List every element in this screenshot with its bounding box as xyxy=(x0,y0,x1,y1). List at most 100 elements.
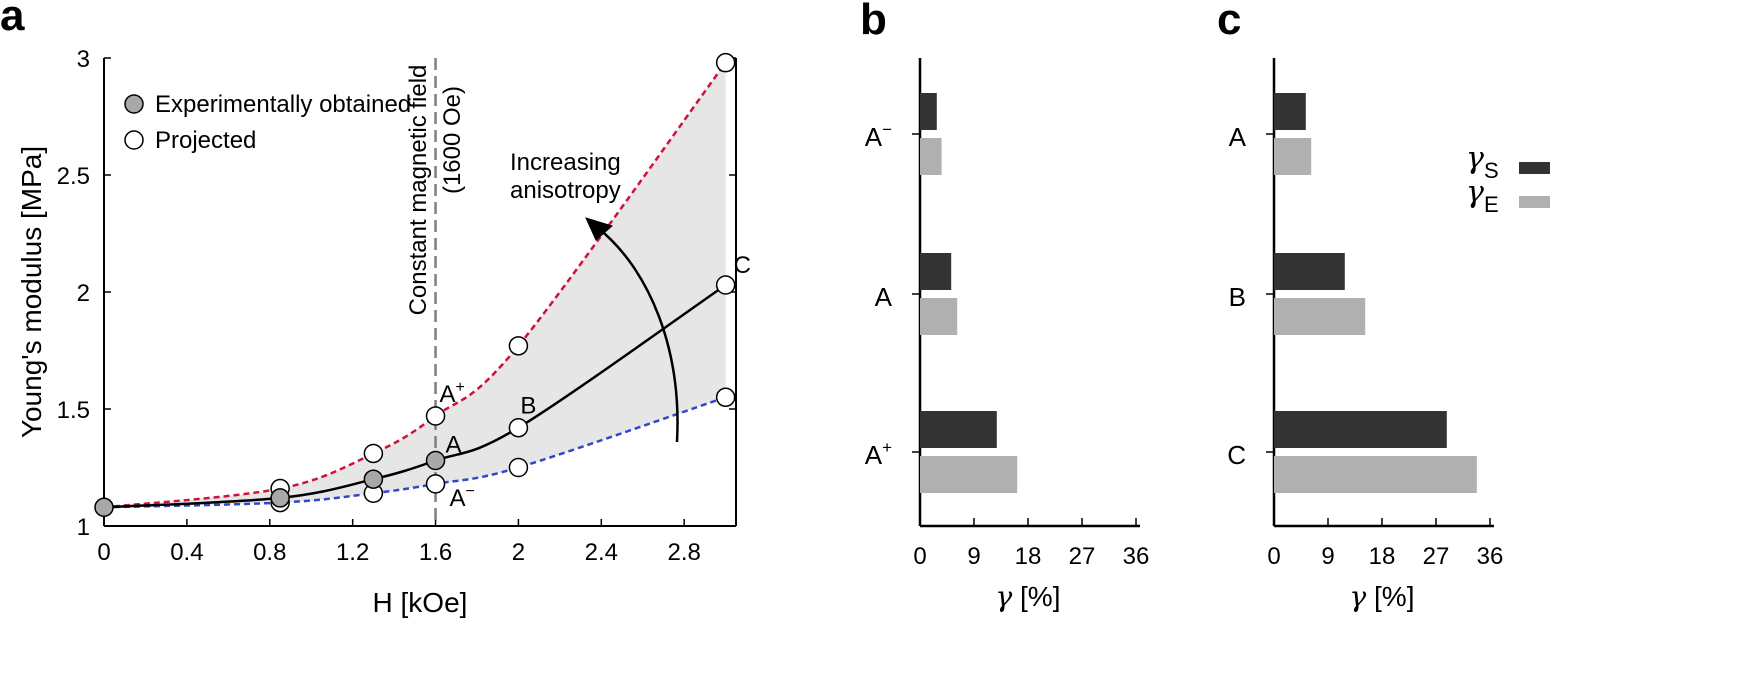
panel-b-bar-chart: 0 9 18 27 36A−AA+γ [%] xyxy=(865,58,1150,613)
x-tick-label: 18 xyxy=(1015,543,1042,570)
category-label: A+ xyxy=(865,438,892,470)
projected-point xyxy=(508,336,529,356)
middle-curve xyxy=(103,283,727,509)
point-annotation: C xyxy=(734,252,751,279)
category-superscript: + xyxy=(882,438,892,457)
x-axis-symbol: γ xyxy=(1350,580,1367,613)
x-tick-label: 1.6 xyxy=(419,539,452,566)
x-tick-label: 9 xyxy=(1321,543,1334,570)
category-letter: C xyxy=(1227,440,1246,470)
x-axis-unit: [%] xyxy=(1012,581,1060,612)
category-superscript: − xyxy=(882,120,892,139)
bar-gamma-s xyxy=(1274,411,1447,448)
projected-point xyxy=(715,52,736,73)
legend-swatch xyxy=(1519,196,1550,208)
point-annotation: B xyxy=(520,393,536,420)
bar-gamma-s xyxy=(1274,93,1306,130)
legend-projected-marker xyxy=(124,130,144,150)
x-axis-unit: [%] xyxy=(1366,581,1414,612)
bar-gamma-e xyxy=(1274,298,1366,335)
legend-experimental-label: Experimentally obtained xyxy=(155,91,411,118)
category-letter: A xyxy=(865,122,883,152)
category-label: B xyxy=(1229,282,1246,312)
projected-point xyxy=(508,417,529,438)
x-tick-label: 0 xyxy=(913,543,926,570)
x-axis-title: H [kOe] xyxy=(373,587,468,618)
x-tick-label: 2.4 xyxy=(585,539,618,566)
category-letter: A xyxy=(875,282,893,312)
legend-projected-label: Projected xyxy=(155,127,256,154)
field-line-label: Constant magnetic field xyxy=(405,65,432,316)
projected-point xyxy=(425,474,446,494)
y-tick-label: 1.5 xyxy=(57,397,90,424)
legend-symbol: γ xyxy=(1466,175,1484,210)
bar-gamma-s xyxy=(920,253,952,290)
point-annotation: A+ xyxy=(440,379,465,408)
experimental-point xyxy=(363,469,384,489)
panel-letter-a: a xyxy=(0,0,25,40)
x-axis-symbol: γ xyxy=(996,580,1013,613)
category-letter: A xyxy=(865,440,883,470)
bar-gamma-e xyxy=(920,298,958,335)
panel-letter-c: c xyxy=(1217,0,1241,44)
anisotropy-arrow-shaft xyxy=(597,227,679,443)
x-axis-title: γ [%] xyxy=(1350,580,1415,613)
y-axis-title: Young's modulus [MPa] xyxy=(16,146,47,438)
projected-point xyxy=(508,457,529,478)
category-label: A xyxy=(1229,122,1247,152)
panel-a-line-chart: 0 0.4 0.8 1.2 1.6 2 2.4 2.8 1 1.5 2 2.5 3 H [kOe] Youn… xyxy=(16,46,751,618)
x-axis-title: γ [%] xyxy=(996,580,1061,613)
bar-gamma-e xyxy=(920,456,1018,493)
anisotropy-arrowhead xyxy=(585,217,614,241)
bar-gamma-s xyxy=(1274,253,1345,290)
lower-bound-curve xyxy=(103,396,727,509)
category-label: A− xyxy=(865,120,892,152)
projected-point xyxy=(363,443,384,464)
y-tick-label: 2.5 xyxy=(57,163,90,190)
point-annotation: A− xyxy=(450,483,475,512)
x-tick-label: 0 xyxy=(97,539,110,566)
category-letter: B xyxy=(1229,282,1246,312)
y-tick-label: 3 xyxy=(77,46,90,73)
legend-experimental-marker xyxy=(124,94,144,114)
legend-subscript: S xyxy=(1484,158,1499,183)
annotation-letter: A xyxy=(446,431,462,458)
legend-subscript: E xyxy=(1484,192,1499,217)
bar-gamma-e xyxy=(1274,138,1312,175)
legend-label: γS xyxy=(1466,141,1499,183)
panel-letter-b: b xyxy=(860,0,887,44)
x-tick-label: 27 xyxy=(1069,543,1096,570)
x-tick-label: 2 xyxy=(512,539,525,566)
x-tick-label: 1.2 xyxy=(336,539,369,566)
bar-gamma-e xyxy=(920,138,942,175)
legend-swatch xyxy=(1519,162,1550,174)
experimental-point xyxy=(94,497,114,518)
x-tick-label: 36 xyxy=(1123,543,1150,570)
experimental-point xyxy=(425,450,446,471)
field-line-sublabel: (1600 Oe) xyxy=(439,86,466,194)
x-tick-label: 36 xyxy=(1477,543,1504,570)
y-tick-label: 1 xyxy=(77,514,90,541)
arrow-label: Increasing xyxy=(510,149,621,176)
annotation-superscript: + xyxy=(456,379,465,396)
y-tick-label: 2 xyxy=(77,280,90,307)
projected-point xyxy=(715,275,736,295)
projected-point xyxy=(425,406,446,426)
annotation-letter: C xyxy=(734,252,751,279)
category-label: A xyxy=(875,282,893,312)
point-annotation: A xyxy=(446,431,462,458)
anisotropy-shaded-region xyxy=(104,62,726,508)
bar-gamma-e xyxy=(1274,456,1477,493)
bar-gamma-s xyxy=(920,411,997,448)
legend-label: γE xyxy=(1466,175,1499,217)
category-label: C xyxy=(1227,440,1246,470)
projected-point xyxy=(715,387,736,408)
x-tick-label: 2.8 xyxy=(668,539,701,566)
category-letter: A xyxy=(1229,122,1247,152)
annotation-superscript: − xyxy=(466,483,475,500)
annotation-letter: B xyxy=(520,393,536,420)
x-tick-label: 27 xyxy=(1423,543,1450,570)
x-tick-label: 0.4 xyxy=(170,539,203,566)
